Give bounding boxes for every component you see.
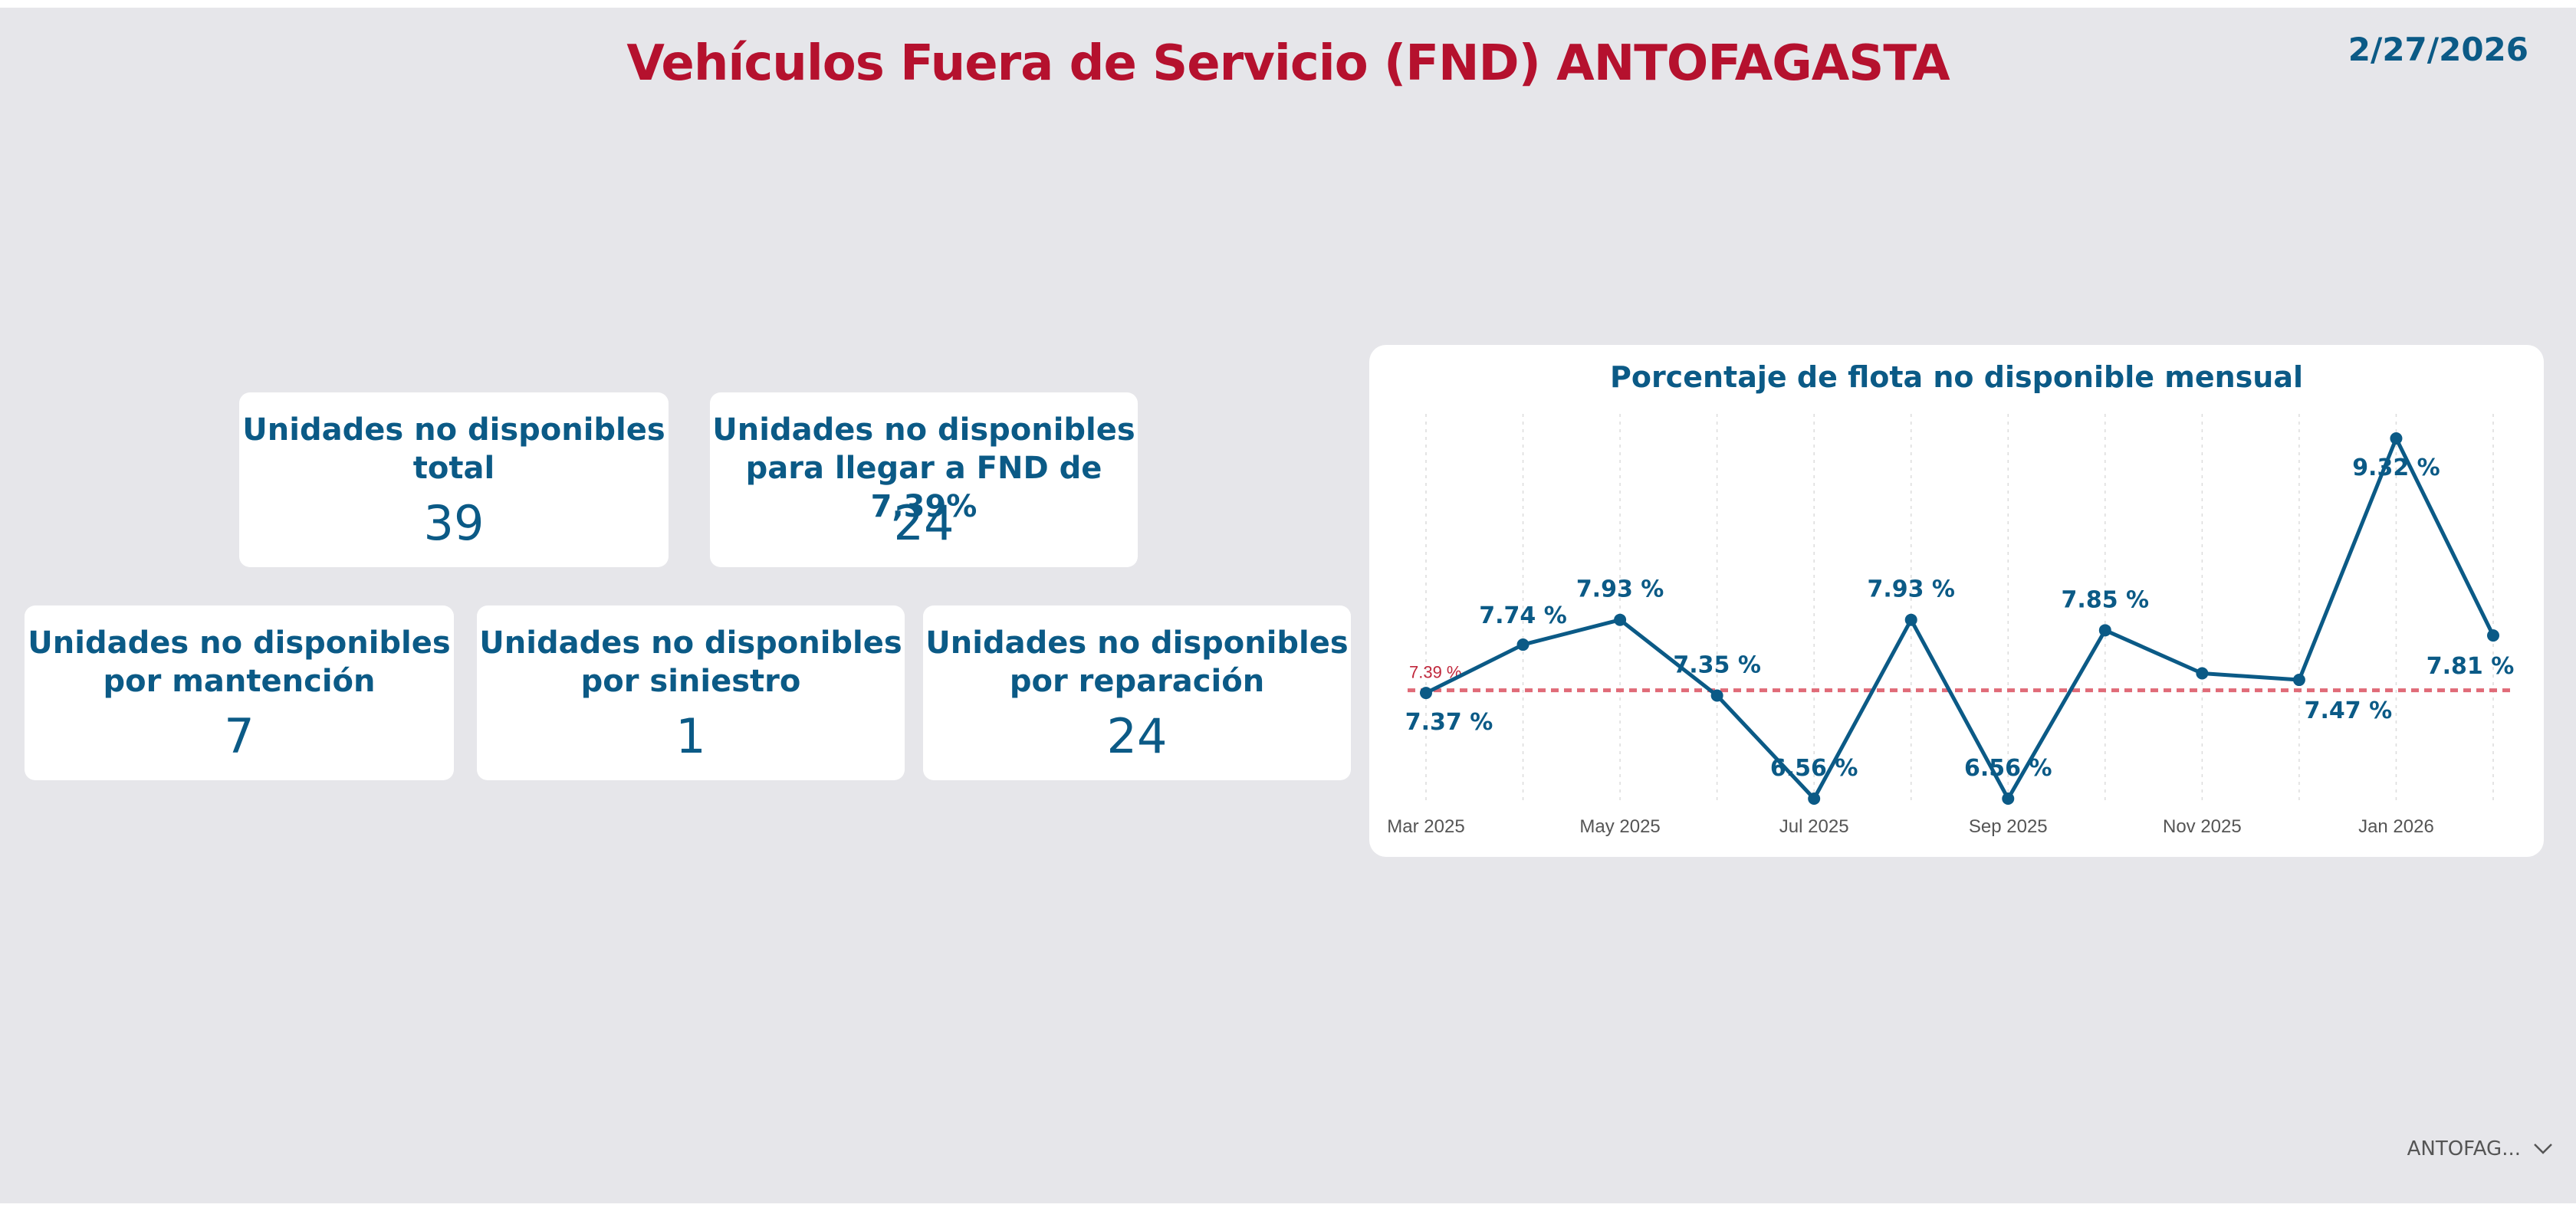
data-point xyxy=(2292,674,2305,687)
data-point xyxy=(2390,432,2403,445)
data-label: 7.74 % xyxy=(1479,602,1567,629)
series-line xyxy=(1424,436,2496,801)
card-title: Unidades no disponibles por siniestro xyxy=(479,625,902,699)
card-value: 1 xyxy=(675,708,706,764)
data-label: 7.81 % xyxy=(2426,653,2515,680)
x-tick-label: Mar 2025 xyxy=(1387,816,1464,837)
x-tick-label: Jan 2026 xyxy=(2358,816,2434,837)
line-chart[interactable]: Mar 2025 May 2025 Jul 2025 Sep 2025 Nov 2025… xyxy=(1369,345,2544,857)
data-point xyxy=(1904,613,1917,626)
data-point xyxy=(2196,667,2209,680)
data-point xyxy=(1808,793,1821,805)
data-point xyxy=(1710,689,1723,702)
data-point xyxy=(2487,629,2499,642)
card-title: Unidades no disponibles para llegar a FND… xyxy=(712,412,1135,524)
data-point xyxy=(1420,687,1432,700)
card-title: Unidades no disponibles total xyxy=(242,412,665,486)
card-title: Unidades no disponibles por mantención xyxy=(28,625,451,699)
card-maintenance[interactable]: Unidades no disponibles por mantención 7 xyxy=(25,606,454,780)
card-value: 7 xyxy=(224,708,255,764)
data-label: 7.93 % xyxy=(1867,576,1955,603)
x-tick-label: Nov 2025 xyxy=(2163,816,2242,837)
report-date: 2/27/2026 xyxy=(2348,31,2528,68)
card-accident[interactable]: Unidades no disponibles por siniestro 1 xyxy=(477,606,905,780)
page-title: Vehículos Fuera de Servicio (FND) ANTOFA… xyxy=(626,35,1950,92)
chevron-down-icon xyxy=(2534,1144,2552,1154)
x-tick-label: May 2025 xyxy=(1579,816,1660,837)
data-label: 9.32 % xyxy=(2352,455,2440,481)
card-to-target[interactable]: Unidades no disponibles para llegar a FND… xyxy=(710,392,1138,567)
card-value: 24 xyxy=(1106,708,1168,764)
x-tick-label: Jul 2025 xyxy=(1779,816,1849,837)
data-point xyxy=(1614,613,1627,626)
data-label: 7.93 % xyxy=(1576,576,1664,603)
data-point xyxy=(2098,624,2111,637)
card-total[interactable]: Unidades no disponibles total 39 xyxy=(239,392,669,567)
slicer-value: ANTOFAG... xyxy=(2407,1137,2521,1160)
report-canvas: Vehículos Fuera de Servicio (FND) ANTOFA… xyxy=(0,8,2576,1203)
x-tick-label: Sep 2025 xyxy=(1969,816,2048,837)
chart-title: Porcentaje de flota no disponible mensua… xyxy=(1609,360,2303,394)
data-label: 6.56 % xyxy=(1770,755,1858,782)
card-title: Unidades no disponibles por reparación xyxy=(925,625,1349,699)
data-label: 7.85 % xyxy=(2062,586,2150,613)
data-point xyxy=(1516,638,1530,651)
data-label: 6.56 % xyxy=(1964,755,2052,782)
data-label: 7.37 % xyxy=(1405,709,1493,736)
card-value: 24 xyxy=(893,495,955,551)
card-value: 39 xyxy=(423,495,485,551)
chart-card[interactable]: Porcentaje de flota no disponible mensua… xyxy=(1369,345,2544,857)
data-point xyxy=(2002,793,2015,805)
region-slicer[interactable]: ANTOFAG... xyxy=(2407,1137,2553,1160)
data-label: 7.35 % xyxy=(1673,651,1761,678)
data-label: 7.47 % xyxy=(2305,697,2393,724)
card-repair[interactable]: Unidades no disponibles por reparación 24 xyxy=(923,606,1351,780)
